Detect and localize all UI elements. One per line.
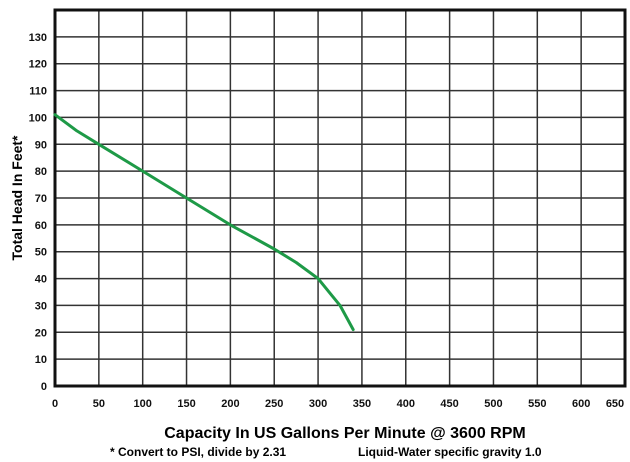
plot-frame — [53, 8, 627, 388]
y-tick-label: 20 — [35, 327, 47, 339]
x-tick-labels: 0 50 100 150 200 250 300 350 400 450 500 550 600 650 — [52, 398, 624, 410]
y-tick-label: 10 — [35, 354, 47, 366]
x-tick-label: 500 — [484, 398, 502, 410]
y-tick-label: 30 — [35, 300, 47, 312]
y-tick-labels: 0 10 20 30 40 50 60 70 80 90 100 110 120 130 — [29, 32, 47, 393]
x-tick-label: 0 — [52, 398, 58, 410]
x-tick-label: 250 — [265, 398, 283, 410]
y-tick-label: 80 — [35, 166, 47, 178]
specific-gravity-note: Liquid-Water specific gravity 1.0 — [358, 445, 542, 459]
x-tick-label: 350 — [353, 398, 371, 410]
x-tick-label: 150 — [177, 398, 195, 410]
y-tick-label: 130 — [29, 32, 47, 44]
y-tick-label: 50 — [35, 247, 47, 259]
x-tick-label: 100 — [134, 398, 152, 410]
y-axis-title: Total Head In Feet* — [9, 135, 25, 261]
y-tick-label: 0 — [41, 381, 47, 393]
x-axis-title: Capacity In US Gallons Per Minute @ 3600… — [164, 425, 525, 442]
x-tick-label: 450 — [440, 398, 458, 410]
y-tick-label: 90 — [35, 139, 47, 151]
y-tick-label: 70 — [35, 193, 47, 205]
head-capacity-curve — [53, 113, 355, 332]
y-tick-label: 40 — [35, 274, 47, 286]
y-tick-label: 100 — [29, 112, 47, 124]
x-tick-label: 50 — [93, 398, 105, 410]
x-tick-label: 200 — [221, 398, 239, 410]
psi-conversion-note: * Convert to PSI, divide by 2.31 — [110, 445, 286, 459]
x-tick-label: 600 — [572, 398, 590, 410]
x-tick-label: 650 — [606, 398, 624, 410]
y-tick-label: 110 — [29, 86, 47, 98]
x-tick-label: 400 — [397, 398, 415, 410]
x-tick-label: 300 — [309, 398, 327, 410]
y-tick-label: 60 — [35, 220, 47, 232]
y-tick-label: 120 — [29, 59, 47, 71]
x-tick-label: 550 — [528, 398, 546, 410]
